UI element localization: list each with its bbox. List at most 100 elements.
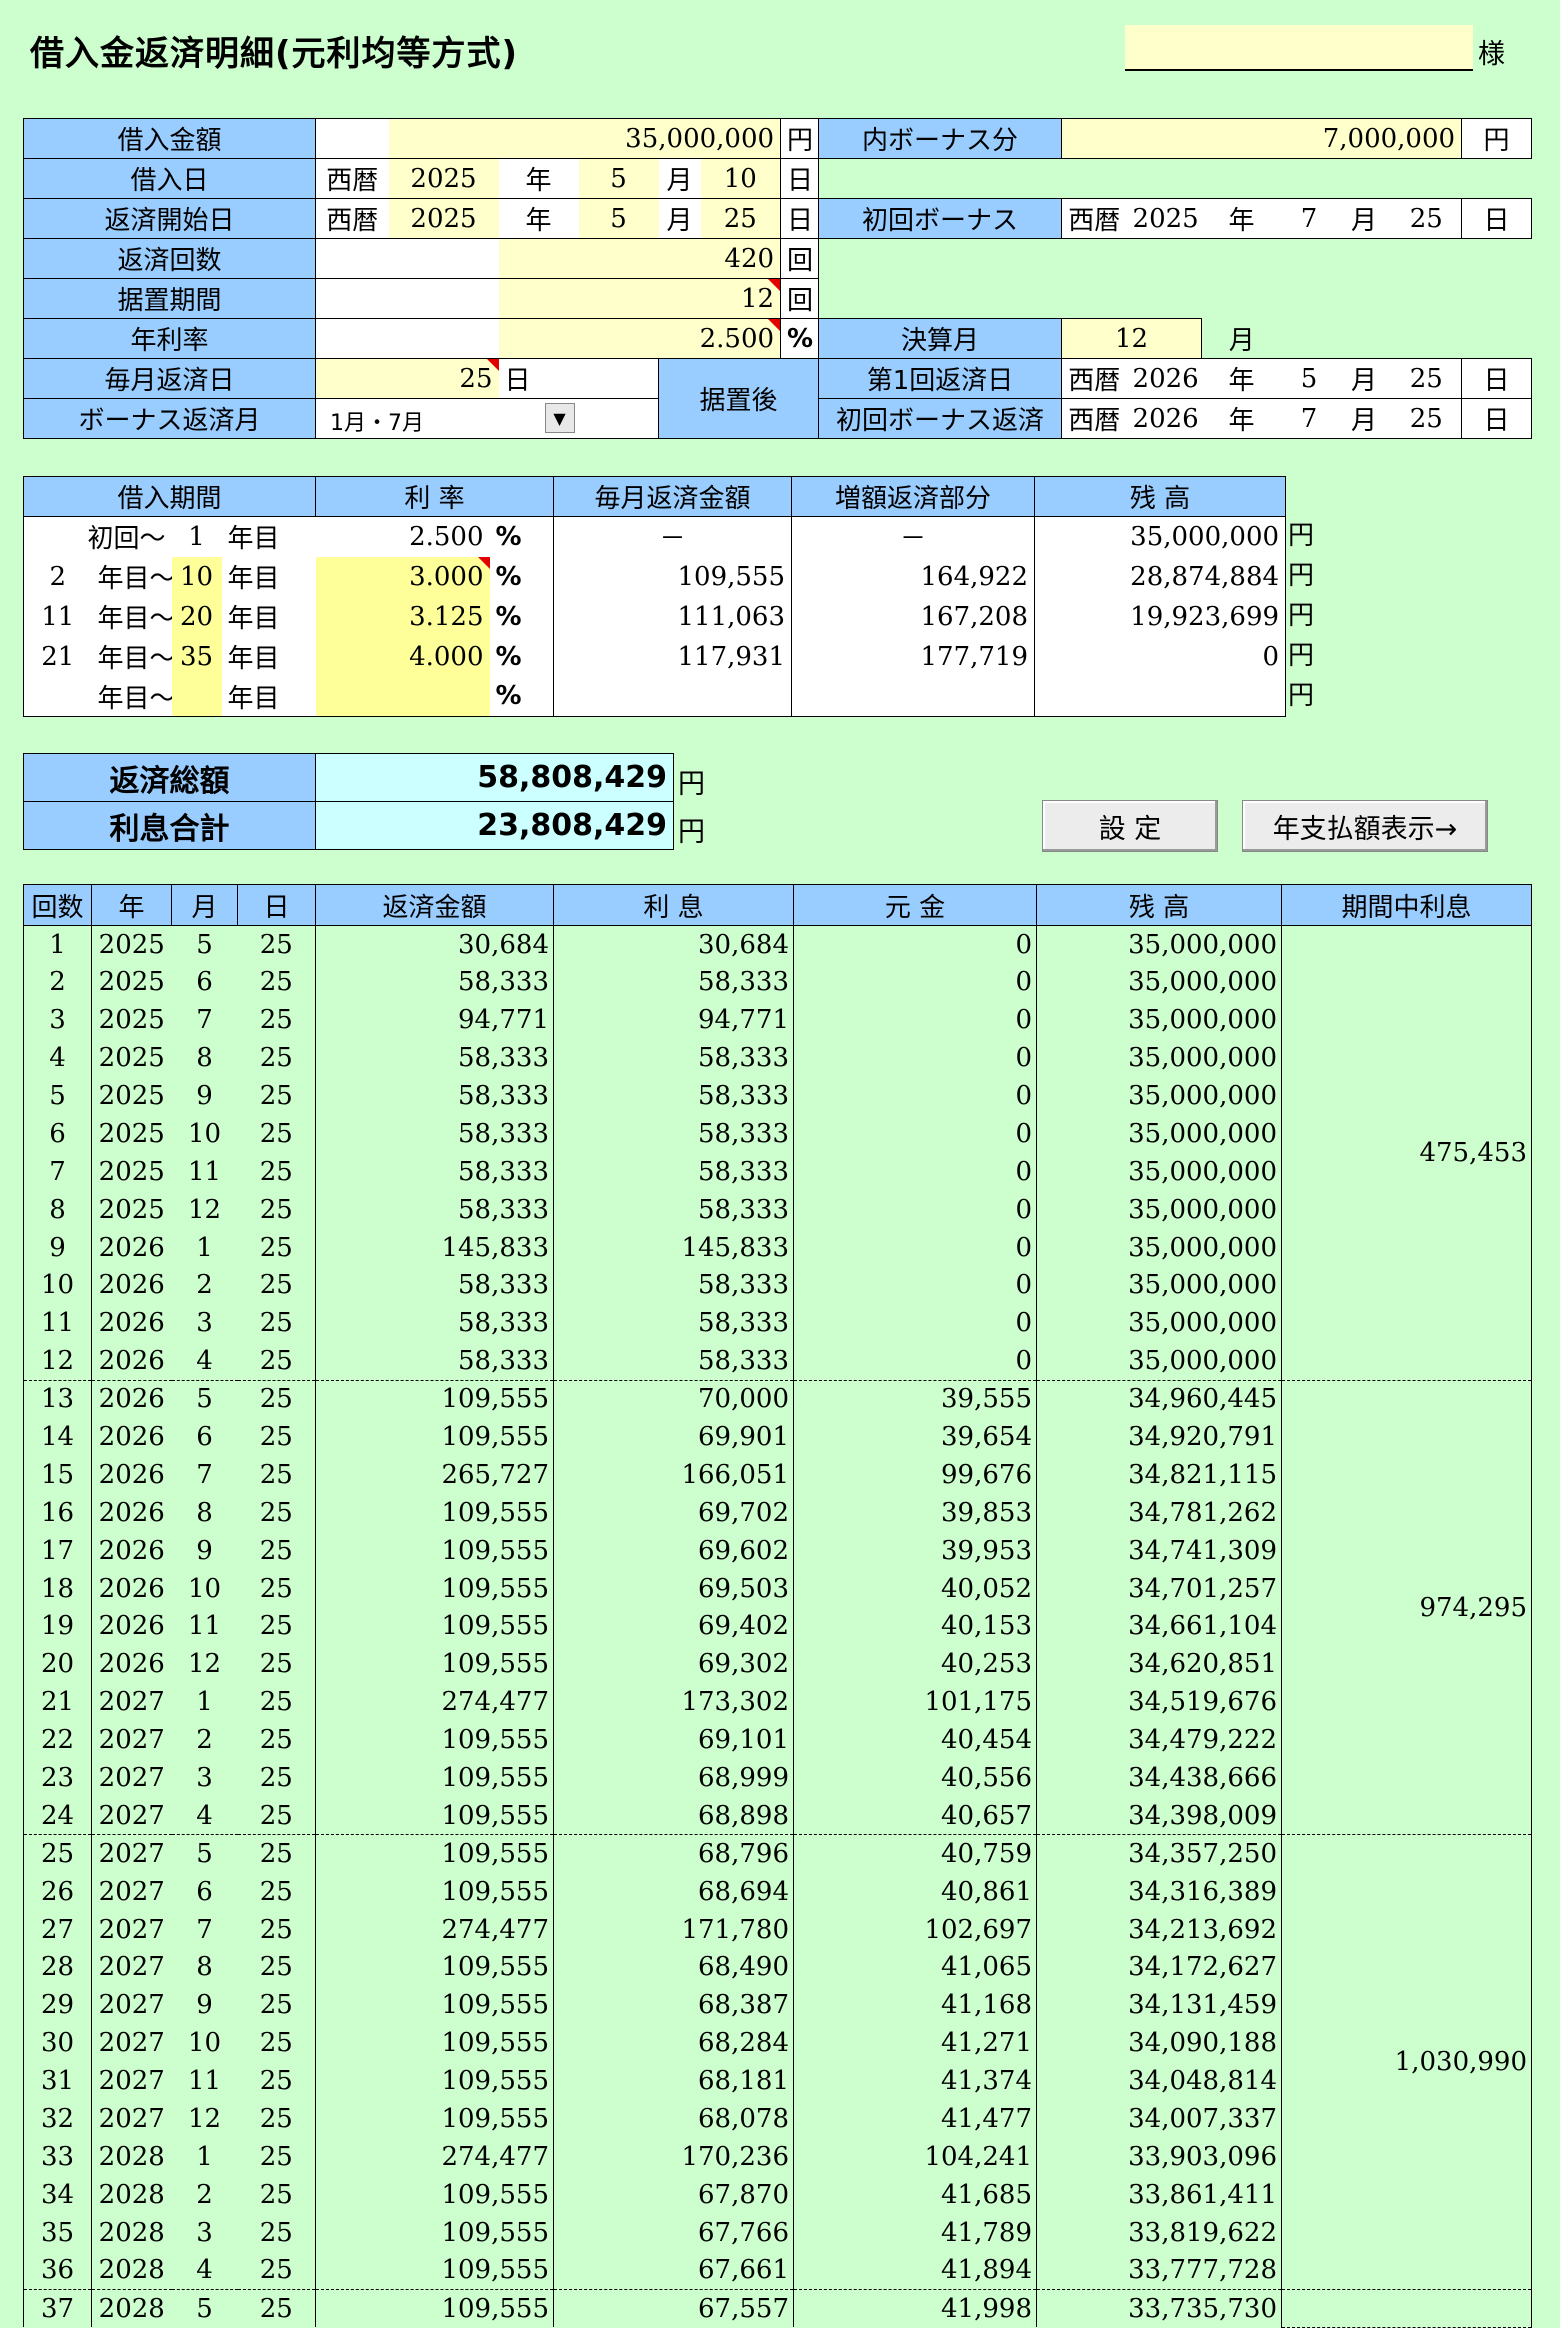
grace-label: 据置期間	[23, 278, 316, 319]
cell-value: 67,557	[553, 2289, 794, 2328]
count-input[interactable]: 420	[498, 238, 781, 279]
cell-value: 14	[23, 1418, 92, 1456]
period-rate-input[interactable]	[315, 676, 490, 717]
period-end-input[interactable]: 35	[171, 636, 222, 677]
cell-value: 25	[237, 2138, 316, 2176]
bonus-month-select[interactable]: 1月・7月 ▼	[315, 398, 579, 439]
cell-value: 25	[237, 1455, 316, 1494]
cell-value: 5	[1281, 358, 1337, 399]
cell-value: 58,333	[315, 1077, 554, 1115]
customer-name-field[interactable]	[1125, 25, 1473, 71]
cell-value: 月	[1336, 398, 1392, 439]
cell-value: 58,333	[553, 1342, 794, 1381]
settle-month-input[interactable]: 12	[1061, 318, 1203, 359]
cell-value: 2026	[98, 1649, 165, 1680]
cell-value: 2027	[98, 1839, 165, 1870]
start-day-input[interactable]: 25	[700, 198, 781, 239]
cell-value: 11	[187, 2066, 222, 2097]
cell-value: 25	[23, 1834, 92, 1873]
cell-value: 0	[793, 1304, 1037, 1343]
interest-value: 23,808,429	[315, 801, 674, 850]
cell-value: 109,555	[315, 1645, 554, 1684]
interest-label: 利息合計	[23, 801, 316, 850]
period-end-input[interactable]	[171, 676, 222, 717]
table-row: 10 2026 2 25 58,333 58,333 0 35,000,000	[23, 1266, 1532, 1305]
cell-value: 166,051	[553, 1455, 794, 1494]
cell-value: 0	[793, 1190, 1037, 1229]
table-row: 8 2025 12 25 58,333 58,333 0 35,000,000	[23, 1190, 1532, 1229]
loan-amount-input[interactable]: 35,000,000	[388, 118, 781, 159]
cell-value: 30,684	[553, 925, 794, 964]
period-row: 初回～ 1 年目 2.500% －－ 35,000,000	[23, 516, 1287, 557]
cell-value: 2028	[98, 2217, 165, 2248]
cell-value: 40,759	[793, 1834, 1037, 1873]
rate-input[interactable]: 2.500	[498, 318, 781, 359]
cell-value: 2026	[98, 1497, 165, 1528]
loan-amount-label: 借入金額	[23, 118, 316, 159]
cell-value: 2026	[98, 1270, 165, 1301]
cell-value: 58,333	[553, 963, 794, 1002]
cell-value: 年目	[221, 676, 316, 717]
cell-value: 58,333	[553, 1304, 794, 1343]
col-interest: 利 息	[553, 884, 794, 926]
bonus-part-input[interactable]: 7,000,000	[1061, 118, 1462, 159]
start-month-input[interactable]: 5	[578, 198, 659, 239]
cell-value: 145,833	[553, 1228, 794, 1267]
table-row: 14 2026 6 25 109,555 69,901 39,654 34,920,791	[23, 1418, 1532, 1456]
period-rate-input[interactable]: 3.125	[315, 596, 490, 637]
cell-value: 7	[1281, 398, 1337, 439]
period-end-input[interactable]: 10	[171, 556, 222, 597]
period-rate-input[interactable]: 2.500	[315, 516, 490, 557]
cell-value: 69,901	[553, 1418, 794, 1456]
annual-payment-button[interactable]: 年支払額表示→	[1242, 800, 1488, 852]
table-row: 7 2025 11 25 58,333 58,333 0 35,000,000	[23, 1152, 1532, 1191]
dropdown-arrow-icon[interactable]: ▼	[544, 403, 575, 433]
col-payment: 返済金額	[315, 884, 554, 926]
cell-value: 101,175	[793, 1683, 1037, 1722]
cell-value: 34,048,814	[1036, 2062, 1282, 2101]
cell-value: 34	[23, 2175, 92, 2214]
cell-value: 68,387	[553, 1986, 794, 2025]
cell-value: 25	[237, 925, 316, 964]
payday-input[interactable]: 25	[315, 358, 499, 399]
col-day: 日	[237, 884, 316, 926]
cell-value: 69,702	[553, 1493, 794, 1532]
cell-value: 1	[196, 1232, 213, 1263]
grace-input[interactable]: 12	[498, 278, 781, 319]
cell-value: 2	[196, 1725, 213, 1756]
cell-value: 8	[23, 1190, 92, 1229]
cell-value: 年目～	[91, 596, 172, 637]
cell-value: 年目～	[91, 636, 172, 677]
cell-value: 58,333	[315, 963, 554, 1002]
cell-value: 274,477	[315, 2138, 554, 2176]
period-end-input[interactable]: 20	[171, 596, 222, 637]
cell-value: 0	[793, 1152, 1037, 1191]
period-rate-input[interactable]: 4.000	[315, 636, 490, 677]
borrow-year-input[interactable]: 2025	[388, 158, 499, 199]
start-year-input[interactable]: 2025	[388, 198, 499, 239]
cell-value: 2026	[98, 1422, 165, 1453]
cell-value: 35,000,000	[1036, 963, 1282, 1002]
borrow-day-input[interactable]: 10	[700, 158, 781, 199]
col-balance: 残 高	[1036, 884, 1282, 926]
cell-value: 24	[23, 1796, 92, 1836]
cell-value: 39,555	[793, 1380, 1037, 1419]
borrow-month-input[interactable]: 5	[578, 158, 659, 199]
cell-value: 西暦	[315, 198, 389, 239]
cell-value: 25	[237, 1039, 316, 1078]
settings-button[interactable]: 設 定	[1042, 800, 1218, 852]
table-row: 24 2027 4 25 109,555 68,898 40,657 34,398,009	[23, 1796, 1532, 1836]
period-rate-input[interactable]: 3.000	[315, 556, 490, 597]
cell-value: 33,903,096	[1036, 2138, 1282, 2176]
table-row: 18 2026 10 25 109,555 69,503 40,052 34,701,257	[23, 1569, 1532, 1608]
cell-value: 25	[237, 1114, 316, 1153]
cell-value: 1	[171, 516, 222, 557]
cell-value: 25	[237, 1228, 316, 1267]
cell-value: 円	[1288, 521, 1315, 551]
cell-value: 年目～	[91, 556, 172, 597]
cell-value: 年	[1201, 198, 1282, 239]
cell-value: 109,555	[315, 1759, 554, 1797]
cell-value: 39,853	[793, 1493, 1037, 1532]
cell-value: 41,271	[793, 2024, 1037, 2063]
cell-value: 109,555	[315, 1569, 554, 1608]
